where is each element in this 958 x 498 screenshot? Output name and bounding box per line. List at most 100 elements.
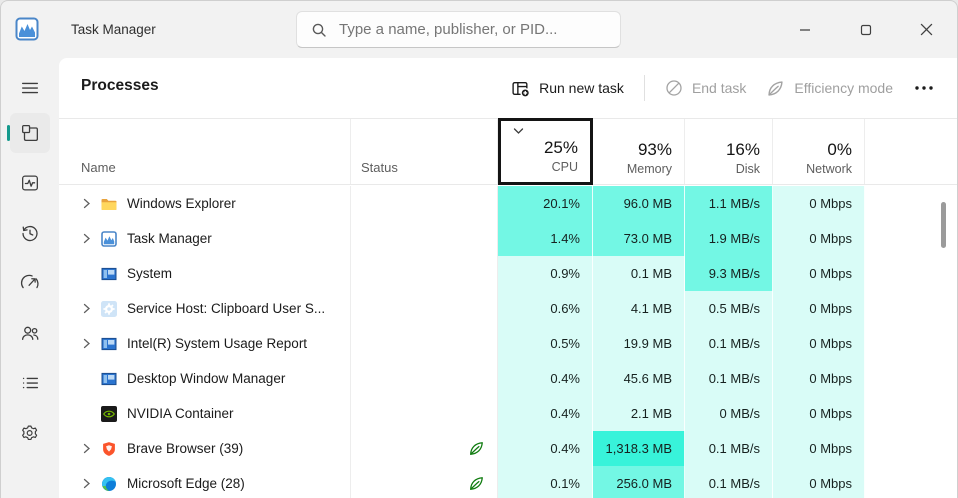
window-controls (774, 1, 957, 58)
memory-cell: 256.0 MB (593, 466, 685, 498)
efficiency-mode-leaf-icon (468, 475, 485, 492)
expand-chevron-icon[interactable] (81, 198, 101, 209)
processes-panel: Processes Run new task End task Efficien… (59, 58, 957, 498)
column-header-status[interactable]: Status (351, 119, 498, 184)
process-name: Windows Explorer (127, 196, 236, 211)
end-task-button[interactable]: End task (665, 79, 746, 97)
sidebar-menu-button[interactable] (10, 70, 50, 106)
sort-chevron-down-icon (513, 127, 524, 135)
disk-cell: 0.1 MB/s (685, 326, 773, 361)
memory-cell: 1,318.3 MB (593, 431, 685, 466)
status-cell (351, 221, 498, 256)
table-row[interactable]: Task Manager 1.4% 73.0 MB 1.9 MB/s 0 Mbp… (59, 221, 957, 256)
cpu-cell: 20.1% (498, 186, 593, 221)
memory-cell: 96.0 MB (593, 186, 685, 221)
sidebar-item-startup-apps[interactable] (10, 263, 50, 303)
column-header-memory[interactable]: 93% Memory (593, 119, 685, 184)
disk-cell: 0 MB/s (685, 396, 773, 431)
efficiency-mode-leaf-icon (766, 79, 785, 98)
expand-chevron-icon[interactable] (81, 478, 101, 489)
name-cell: Desktop Window Manager (59, 361, 351, 396)
name-cell: Intel(R) System Usage Report (59, 326, 351, 361)
run-new-task-button[interactable]: Run new task (511, 79, 624, 98)
cpu-cell: 0.6% (498, 291, 593, 326)
name-cell: Brave Browser (39) (59, 431, 351, 466)
sidebar-item-services[interactable] (10, 413, 50, 453)
table-row[interactable]: Desktop Window Manager 0.4% 45.6 MB 0.1 … (59, 361, 957, 396)
titlebar: Task Manager (1, 1, 957, 58)
memory-cell: 19.9 MB (593, 326, 685, 361)
status-cell (351, 186, 498, 221)
column-header-name[interactable]: Name (59, 119, 351, 184)
users-icon (19, 322, 41, 344)
table-row[interactable]: Windows Explorer 20.1% 96.0 MB 1.1 MB/s … (59, 186, 957, 221)
status-cell (351, 326, 498, 361)
filler-cell (865, 256, 957, 291)
table-header: Name Status 25% CPU 93% Memory 16% Disk … (59, 118, 957, 185)
filler-cell (865, 466, 957, 498)
cpu-cell: 0.4% (498, 361, 593, 396)
table-row[interactable]: Microsoft Edge (28) 0.1% 256.0 MB 0.1 MB… (59, 466, 957, 498)
column-header-disk[interactable]: 16% Disk (685, 119, 773, 184)
disk-cell: 0.1 MB/s (685, 361, 773, 396)
table-row[interactable]: System 0.9% 0.1 MB 9.3 MB/s 0 Mbps (59, 256, 957, 291)
maximize-button[interactable] (835, 1, 896, 58)
process-name: Intel(R) System Usage Report (127, 336, 308, 351)
status-cell (351, 291, 498, 326)
sidebar-item-processes[interactable] (7, 113, 50, 153)
cpu-cell: 1.4% (498, 221, 593, 256)
expand-chevron-icon[interactable] (81, 338, 101, 349)
sidebar-item-details[interactable] (10, 363, 50, 403)
expand-chevron-icon[interactable] (81, 303, 101, 314)
search-box[interactable] (296, 11, 621, 48)
table-row[interactable]: Brave Browser (39) 0.4% 1,318.3 MB 0.1 M… (59, 431, 957, 466)
efficiency-mode-button[interactable]: Efficiency mode (766, 79, 893, 98)
filler-cell (865, 291, 957, 326)
sidebar (1, 58, 59, 498)
expand-chevron-icon[interactable] (81, 233, 101, 244)
table-row[interactable]: NVIDIA Container 0.4% 2.1 MB 0 MB/s 0 Mb… (59, 396, 957, 431)
name-cell: System (59, 256, 351, 291)
process-name: System (127, 266, 173, 281)
process-name: Brave Browser (39) (127, 441, 244, 456)
more-options-icon (913, 79, 935, 97)
disk-cell: 0.5 MB/s (685, 291, 773, 326)
status-cell (351, 466, 498, 498)
memory-cell: 45.6 MB (593, 361, 685, 396)
search-input[interactable] (339, 21, 620, 38)
name-cell: Microsoft Edge (28) (59, 466, 351, 498)
status-cell (351, 256, 498, 291)
status-cell (351, 431, 498, 466)
name-cell: Service Host: Clipboard User S... (59, 291, 351, 326)
name-cell: Task Manager (59, 221, 351, 256)
expand-chevron-icon[interactable] (81, 443, 101, 454)
table-row[interactable]: Service Host: Clipboard User S... 0.6% 4… (59, 291, 957, 326)
column-header-network[interactable]: 0% Network (773, 119, 865, 184)
more-options-button[interactable] (913, 79, 935, 97)
system-window-icon (101, 371, 117, 387)
status-cell (351, 361, 498, 396)
minimize-button[interactable] (774, 1, 835, 58)
cpu-cell: 0.5% (498, 326, 593, 361)
filler-cell (865, 431, 957, 466)
network-cell: 0 Mbps (773, 256, 865, 291)
filler-cell (865, 326, 957, 361)
sidebar-item-users[interactable] (10, 313, 50, 353)
process-name: Service Host: Clipboard User S... (127, 301, 326, 316)
system-window-icon (101, 266, 117, 282)
filler-cell (865, 361, 957, 396)
network-cell: 0 Mbps (773, 466, 865, 498)
sidebar-item-app-history[interactable] (10, 213, 50, 253)
edge-icon (101, 476, 117, 492)
close-button[interactable] (896, 1, 957, 58)
run-new-task-icon (511, 79, 531, 98)
task-manager-logo-icon (15, 17, 39, 41)
processes-icon (19, 122, 41, 144)
vertical-scrollbar-thumb[interactable] (941, 202, 946, 248)
sidebar-item-performance[interactable] (10, 163, 50, 203)
table-row[interactable]: Intel(R) System Usage Report 0.5% 19.9 M… (59, 326, 957, 361)
disk-cell: 1.9 MB/s (685, 221, 773, 256)
filler-cell (865, 396, 957, 431)
column-header-cpu[interactable]: 25% CPU (498, 118, 593, 185)
